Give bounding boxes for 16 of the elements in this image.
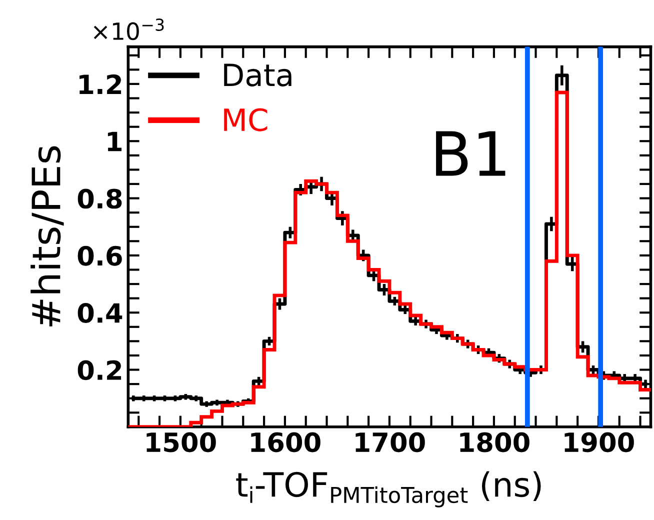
legend-label: Data (224, 64, 292, 86)
legend-label: MC (224, 108, 268, 132)
y-tick-label: 1.2 (80, 74, 122, 94)
x-tick-label: 1600 (251, 432, 320, 452)
y-tick-label: 0.4 (78, 303, 122, 323)
x-tick-label: 1900 (564, 432, 634, 452)
y-axis-title: #hits/PEs (30, 146, 64, 326)
x-tick-label: 1700 (356, 432, 425, 452)
annotation: B1 (436, 131, 506, 176)
y-tick-label: 0.6 (78, 246, 122, 266)
y-tick-label: 0.2 (78, 360, 122, 380)
x-tick-label: 1800 (460, 432, 530, 452)
y-tick-label: 0.8 (78, 188, 122, 209)
text: ×10$^{−3}$ (94, 18, 164, 40)
y-tick-label: 1 (108, 132, 122, 152)
x-tick-label: 1500 (146, 432, 216, 452)
